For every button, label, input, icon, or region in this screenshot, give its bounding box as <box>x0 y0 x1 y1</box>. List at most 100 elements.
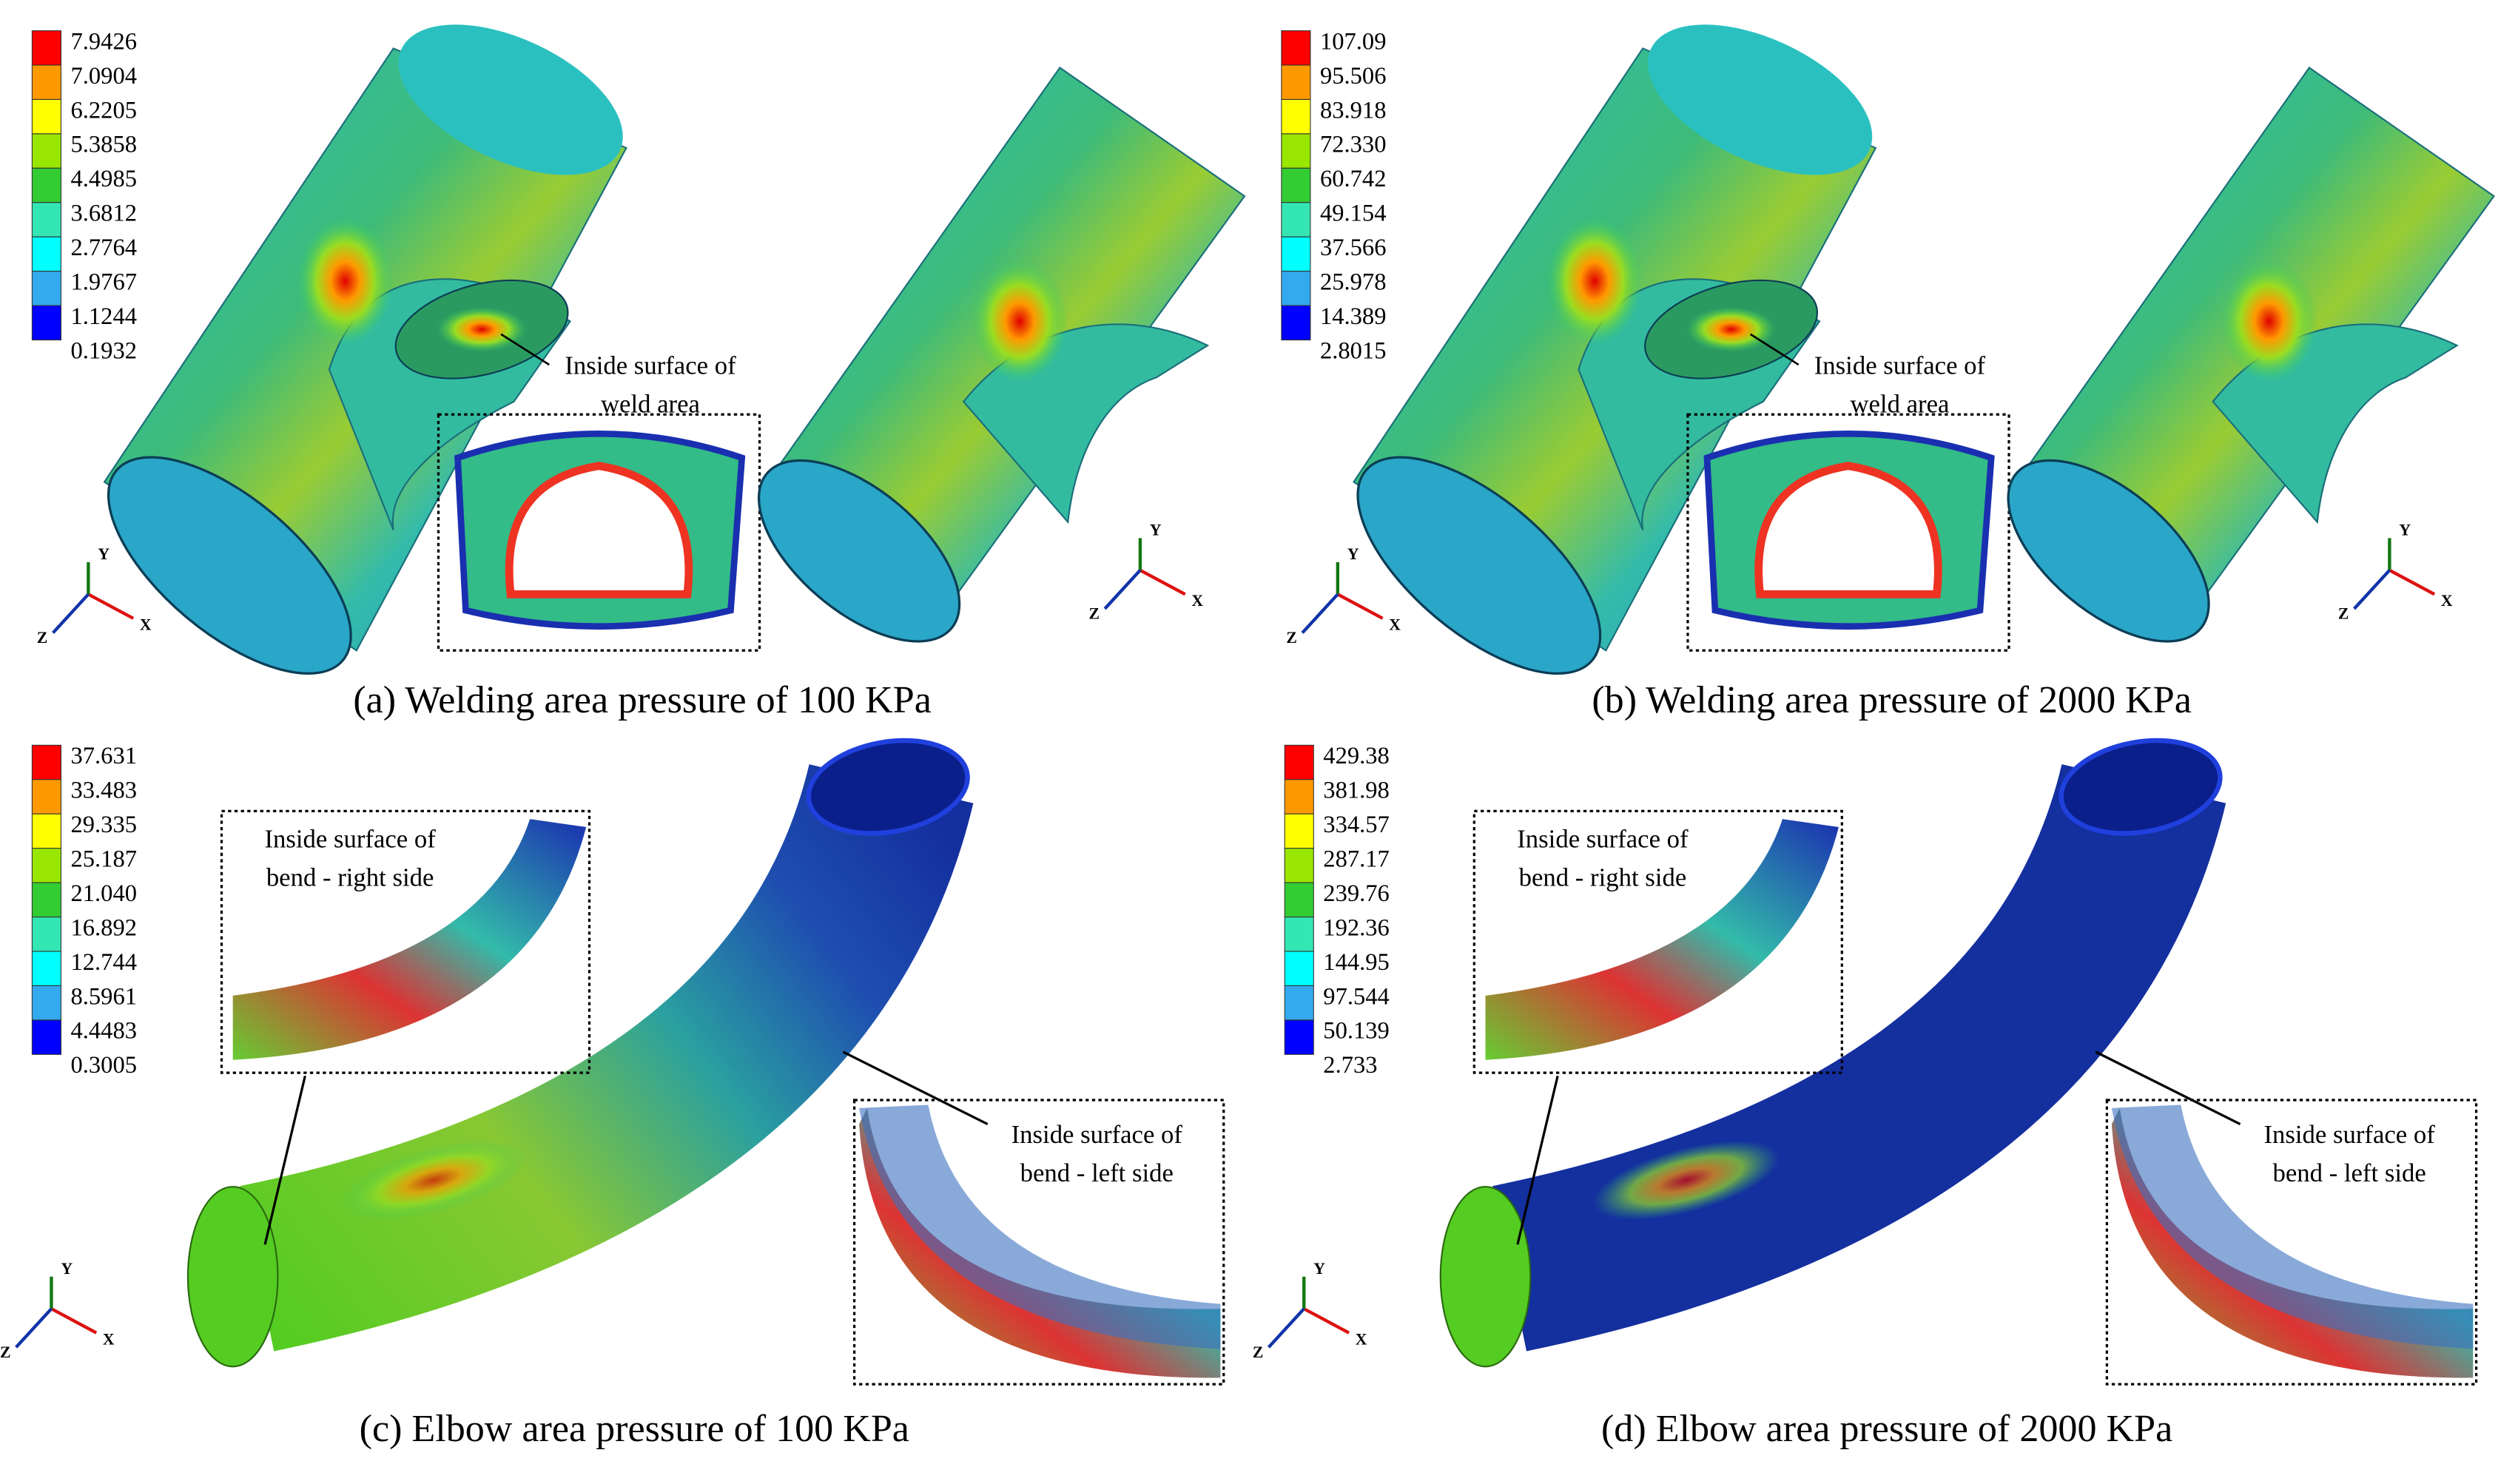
legend-label: 72.330 <box>1320 132 1387 158</box>
legend-swatch <box>1281 305 1311 341</box>
axis-arrow <box>1301 593 1339 634</box>
legend-swatch <box>1281 202 1311 237</box>
leader <box>500 333 550 366</box>
axis-label: Z <box>1088 605 1099 623</box>
legend-label: 4.4985 <box>70 166 137 192</box>
legend-swatch <box>31 848 62 883</box>
axis-arrow <box>1103 569 1142 610</box>
annotation: weld area <box>601 389 700 418</box>
legend-label: 381.98 <box>1323 778 1390 804</box>
legend-label: 1.9767 <box>70 269 137 296</box>
legend-swatch <box>1281 64 1311 100</box>
elbow-end <box>1439 1186 1532 1368</box>
axis-label: Y <box>61 1260 73 1278</box>
legend-swatch <box>31 917 62 952</box>
legend-label: 49.154 <box>1320 200 1387 227</box>
caption: (d) Elbow area pressure of 2000 KPa <box>1601 1408 2172 1450</box>
annotation: bend - right side <box>1519 863 1687 892</box>
inset-box <box>1686 413 2010 652</box>
leader <box>1516 1076 1559 1245</box>
annotation: Inside surface of <box>565 351 736 380</box>
annotation: bend - left side <box>2272 1158 2426 1187</box>
legend-swatch <box>31 882 62 918</box>
axis-arrow <box>1139 568 1186 596</box>
legend-swatch <box>1284 1019 1314 1055</box>
axis-label: X <box>103 1330 115 1348</box>
legend-label: 0.1932 <box>70 337 137 364</box>
leader <box>2095 1050 2241 1125</box>
legend-label: 25.187 <box>70 846 137 873</box>
axis-label: X <box>1389 616 1401 634</box>
panel: 7.9426 7.0904 6.2205 5.3858 4.4985 3.6812 2.77… <box>31 24 1246 721</box>
legend-label: 334.57 <box>1323 812 1390 838</box>
legend-label: 287.17 <box>1323 846 1390 873</box>
legend-label: 7.9426 <box>70 28 137 55</box>
annotation: Inside surface of <box>1814 351 1986 380</box>
axis-label: Z <box>1286 629 1296 647</box>
legend-swatch <box>1284 917 1314 952</box>
axis-label: Y <box>2399 522 2411 539</box>
inset-bend <box>2111 1104 2474 1349</box>
pipe-end <box>1356 456 1602 675</box>
legend-swatch <box>1281 98 1311 135</box>
legend-label: 25.978 <box>1320 269 1387 296</box>
axis-label: X <box>1191 592 1203 610</box>
legend-label: 5.3858 <box>70 132 137 158</box>
axis-label: Z <box>0 1343 10 1361</box>
hot-spot <box>437 306 527 352</box>
legend-swatch <box>1281 30 1311 66</box>
legend-label: 4.4483 <box>70 1018 137 1045</box>
legend-swatch <box>1284 744 1314 780</box>
hot-spot <box>1546 217 1643 345</box>
axis-arrow <box>1303 1307 1350 1335</box>
axis-label: X <box>1356 1330 1367 1348</box>
inset-bend <box>1485 819 1839 1060</box>
axis-arrow <box>50 1307 98 1335</box>
legend-swatch <box>31 236 62 272</box>
legend-label: 192.36 <box>1323 914 1390 941</box>
elbow-body <box>1492 763 2226 1352</box>
inset-box <box>2105 1099 2478 1386</box>
legend-swatch <box>31 202 62 237</box>
annotation: bend - right side <box>266 863 434 892</box>
legend-label: 12.744 <box>70 949 137 976</box>
axis-label: Y <box>1313 1260 1325 1278</box>
legend-label: 2.8015 <box>1320 337 1387 364</box>
legend-swatch <box>31 744 62 780</box>
elbow-mouth <box>2059 738 2223 836</box>
axis-label: X <box>2441 592 2453 610</box>
axis-arrow <box>15 1307 53 1349</box>
hot-spot <box>1592 1140 1780 1221</box>
legend-label: 239.76 <box>1323 880 1390 907</box>
axis-arrow <box>2353 569 2391 610</box>
legend-swatch <box>31 1019 62 1055</box>
annotation: Inside surface of <box>1517 825 1689 854</box>
legend-label: 14.389 <box>1320 303 1387 330</box>
axis-arrow <box>2389 568 2436 596</box>
hot-spot <box>297 217 394 345</box>
axis-arrow <box>52 593 90 634</box>
legend-label: 60.742 <box>1320 166 1387 192</box>
legend-swatch <box>31 64 62 100</box>
legend-label: 97.544 <box>1323 983 1390 1010</box>
legend-label: 0.3005 <box>70 1052 137 1079</box>
legend-swatch <box>31 167 62 203</box>
legend-label: 16.892 <box>70 914 137 941</box>
hot-spot <box>1686 306 1777 352</box>
legend-label: 3.6812 <box>70 200 137 227</box>
legend-label: 33.483 <box>70 778 137 804</box>
axis-label: Y <box>98 545 110 563</box>
legend-label: 50.139 <box>1323 1018 1390 1045</box>
legend-swatch <box>31 271 62 306</box>
annotation: Inside surface of <box>264 825 436 854</box>
elbow-body <box>240 763 974 1352</box>
axis-label: Y <box>1150 522 1162 539</box>
leader <box>263 1076 306 1245</box>
hot-spot <box>972 260 1068 382</box>
axis-arrow <box>87 593 135 620</box>
annotation: Inside surface of <box>1011 1120 1183 1149</box>
elbow-end <box>186 1186 279 1368</box>
pipe-end <box>2007 459 2210 643</box>
legend-swatch <box>31 98 62 135</box>
